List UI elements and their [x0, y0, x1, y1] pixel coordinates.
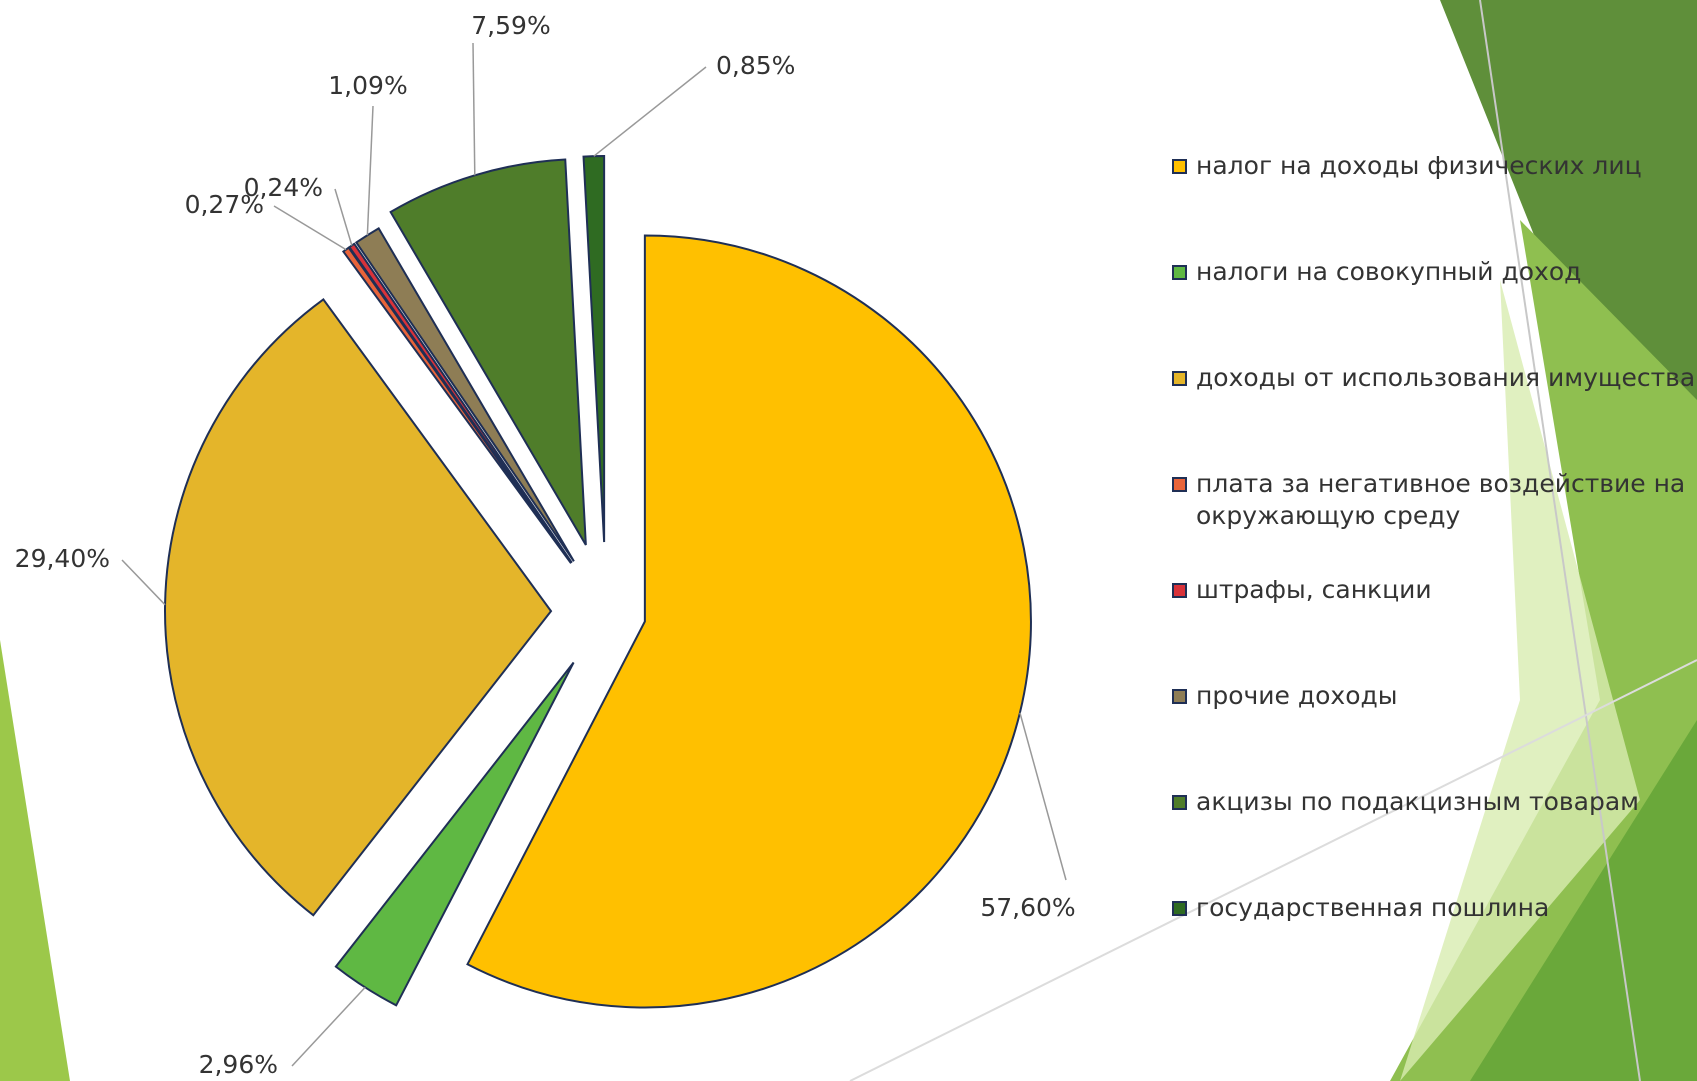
pie-slice [466, 234, 1032, 1009]
legend-label: налоги на совокупный доход [1196, 257, 1582, 286]
legend-label: прочие доходы [1196, 681, 1398, 710]
legend-label: штрафы, санкции [1196, 575, 1432, 604]
legend-label: плата за негативное воздействие на окруж… [1196, 469, 1686, 530]
data-label: 1,09% [328, 71, 407, 100]
legend-swatch [1172, 159, 1187, 174]
decor [0, 640, 70, 1081]
leader-line [334, 188, 353, 246]
decor [1479, 0, 1641, 1081]
legend-swatch [1172, 583, 1187, 598]
legend-item: штрафы, санкции [1172, 574, 1697, 606]
leader-line [472, 42, 476, 176]
legend-swatch [1172, 477, 1187, 492]
legend-item: налоги на совокупный доход [1172, 256, 1697, 288]
data-label: 7,59% [471, 11, 550, 40]
legend-swatch [1172, 371, 1187, 386]
leader-line [273, 205, 347, 251]
leader-line [1019, 712, 1067, 881]
leader-line [366, 105, 374, 236]
pie-slice [164, 297, 553, 917]
data-label: 29,40% [15, 544, 110, 573]
legend-swatch [1172, 901, 1187, 916]
pie-slice [582, 155, 606, 543]
decor [1440, 0, 1697, 700]
legend-swatch [1172, 265, 1187, 280]
legend-item: государственная пошлина [1172, 892, 1697, 924]
data-label: 0,27% [185, 190, 264, 219]
data-label: 0,85% [716, 51, 795, 80]
pie-slice [334, 661, 575, 1007]
pie-slice [389, 158, 587, 546]
decor [1400, 280, 1640, 1081]
legend-label: налог на доходы физических лиц [1196, 151, 1642, 180]
decor [849, 659, 1697, 1081]
legend-item: доходы от использования имущества [1172, 362, 1697, 394]
data-label: 0,24% [244, 173, 323, 202]
leader-line [121, 559, 166, 606]
data-label: 2,96% [199, 1050, 278, 1079]
legend-item: прочие доходы [1172, 680, 1697, 712]
legend-label: государственная пошлина [1196, 893, 1550, 922]
decor [1470, 720, 1697, 1081]
pie-slice [348, 242, 573, 564]
legend-label: акцизы по подакцизным товарам [1196, 787, 1640, 816]
leader-line [291, 986, 366, 1067]
legend-swatch [1172, 795, 1187, 810]
data-label: 57,60% [980, 893, 1075, 922]
legend-item: налог на доходы физических лиц [1172, 150, 1697, 182]
legend-swatch [1172, 689, 1187, 704]
legend-item: акцизы по подакцизным товарам [1172, 786, 1697, 818]
leader-line [593, 66, 707, 157]
legend-item: плата за негативное воздействие на окруж… [1172, 468, 1697, 532]
legend-label: доходы от использования имущества [1196, 363, 1696, 392]
